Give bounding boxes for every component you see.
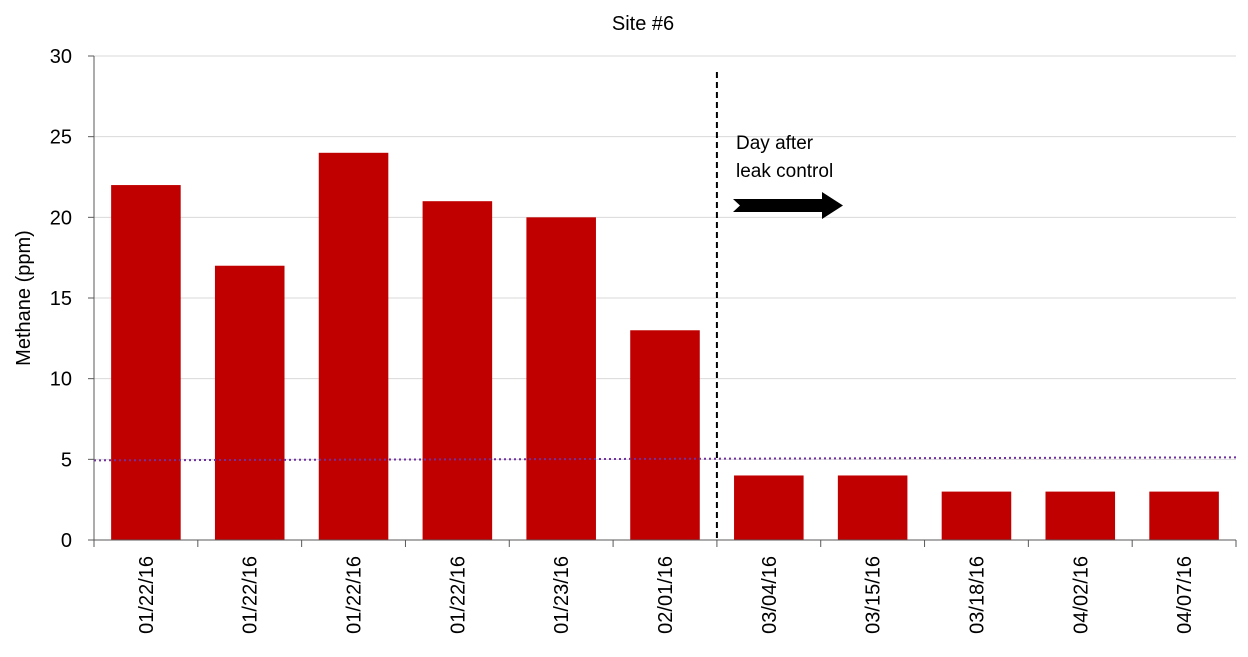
bar bbox=[318, 152, 389, 541]
x-tick-label: 03/15/16 bbox=[863, 556, 885, 634]
x-tick-label: 03/04/16 bbox=[759, 556, 781, 634]
x-tick-label: 01/22/16 bbox=[344, 556, 366, 634]
x-tick-label: 01/22/16 bbox=[136, 556, 158, 634]
annotation-line-1: Day after bbox=[736, 133, 814, 154]
reference-line bbox=[93, 456, 1237, 462]
bar bbox=[837, 475, 908, 540]
chart-title: Site #6 bbox=[612, 13, 674, 35]
y-tick-label: 25 bbox=[50, 127, 72, 149]
x-tick-label: 01/23/16 bbox=[551, 556, 573, 634]
axes bbox=[88, 55, 1237, 547]
annotation: Day after leak control bbox=[733, 133, 843, 219]
bar bbox=[214, 265, 285, 540]
bar bbox=[111, 185, 181, 541]
x-tick-label: 01/22/16 bbox=[447, 556, 469, 634]
y-axis-label: Methane (ppm) bbox=[13, 230, 35, 366]
y-tick-label: 0 bbox=[61, 530, 72, 552]
y-tick-label: 30 bbox=[50, 46, 72, 68]
x-tick-label: 03/18/16 bbox=[966, 556, 988, 634]
bar bbox=[1149, 491, 1219, 540]
bar bbox=[734, 475, 804, 540]
bar bbox=[422, 201, 493, 540]
y-tick-labels: 0 5 10 15 20 25 30 bbox=[50, 46, 72, 552]
x-tick-labels: 01/22/16 01/22/16 01/22/16 01/22/16 01/23/16… bbox=[136, 556, 1196, 634]
annotation-line-2: leak control bbox=[736, 161, 833, 182]
x-tick-label: 02/01/16 bbox=[655, 556, 677, 634]
bar bbox=[526, 217, 596, 541]
y-tick-label: 10 bbox=[50, 369, 72, 391]
x-tick-label: 01/22/16 bbox=[240, 556, 262, 634]
y-tick-label: 5 bbox=[61, 449, 72, 471]
x-tick-label: 04/02/16 bbox=[1070, 556, 1092, 634]
bar bbox=[941, 491, 1012, 540]
arrow-right-icon bbox=[733, 192, 843, 219]
reference-line-group bbox=[93, 456, 1237, 462]
y-tick-label: 15 bbox=[50, 288, 72, 310]
bars bbox=[111, 152, 1219, 541]
y-tick-label: 20 bbox=[50, 207, 72, 229]
bar bbox=[1045, 491, 1116, 540]
x-tick-label: 04/07/16 bbox=[1174, 556, 1196, 634]
bar bbox=[630, 330, 700, 540]
